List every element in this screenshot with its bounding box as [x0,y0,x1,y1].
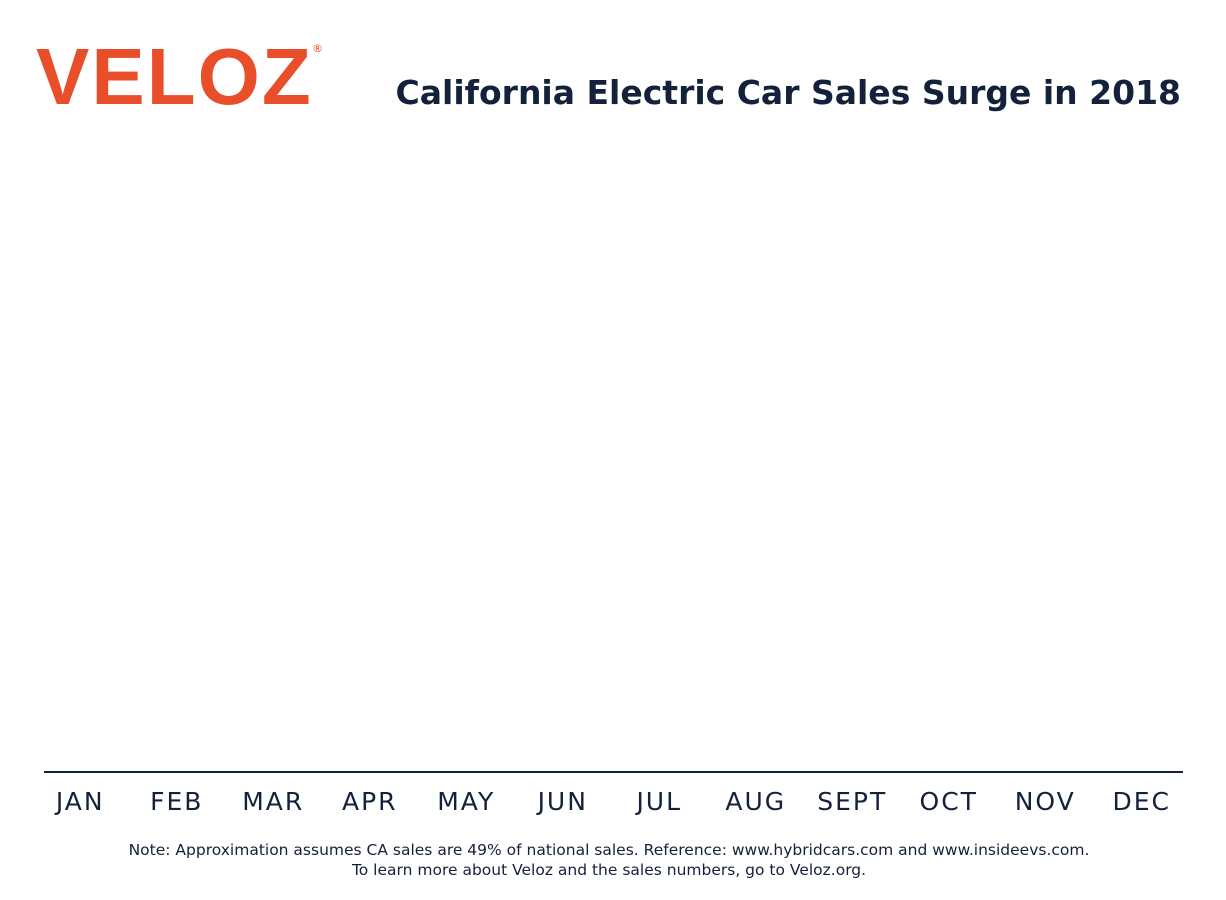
x-tick-label: MAY [437,787,495,816]
x-tick-label: MAR [242,787,304,816]
x-tick-label: AUG [725,787,786,816]
x-tick-label: APR [342,787,398,816]
x-tick-label: JUN [536,787,588,816]
x-tick-label: FEB [150,787,203,816]
x-tick-label: JUL [634,787,682,816]
x-tick-label: NOV [1015,787,1076,816]
logo: VELOZ [36,32,313,121]
x-tick-label: JAN [54,787,105,816]
x-tick-label: DEC [1112,787,1171,816]
logo-mark: ® [312,42,323,55]
note: To learn more about Veloz and the sales … [351,861,866,879]
x-tick-label: SEPT [817,787,887,816]
chart-title: California Electric Car Sales Surge in 2… [396,73,1181,112]
x-tick-label: OCT [920,787,978,816]
note: Note: Approximation assumes CA sales are… [129,841,1090,859]
